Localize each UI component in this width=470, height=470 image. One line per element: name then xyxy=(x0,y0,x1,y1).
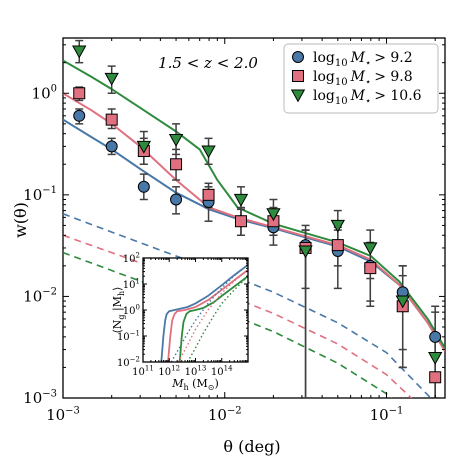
y-tick-label: 10−3 xyxy=(23,388,57,407)
inset-y-tick-label: 101 xyxy=(123,278,140,292)
data-point-series-2 xyxy=(330,219,345,233)
y-tick-label: 10−1 xyxy=(23,185,57,204)
redshift-annotation: 1.5 < z < 2.0 xyxy=(158,54,258,72)
legend-marker-0 xyxy=(292,51,304,63)
x-tick-label: 10−2 xyxy=(208,405,242,424)
main-tick-labels: 10−3 10−2 10−1 10−3 10−2 10−1 100 xyxy=(23,84,403,424)
legend-box xyxy=(283,43,439,114)
legend-label-1: log10 M⋆ > 9.8 xyxy=(313,69,413,88)
data-point-series-2 xyxy=(233,193,249,207)
inset-y-tick-label: 102 xyxy=(123,252,140,266)
data-point-series-0 xyxy=(429,330,442,343)
data-point-series-0 xyxy=(73,109,86,122)
two-halo-curve-5 xyxy=(63,251,393,398)
data-point-series-2 xyxy=(201,145,216,159)
inset-central-curve-2 xyxy=(178,275,248,362)
inset-central-curve-0 xyxy=(160,264,248,362)
inset-tick-labels: 1011 1012 1013 1014 10−2 10−1 100 101 102 xyxy=(117,252,233,379)
inset-y-tick-label: 10−2 xyxy=(117,356,140,370)
inset-central-curve-1 xyxy=(167,269,248,362)
inset-x-tick-label: 1011 xyxy=(132,365,154,379)
inset-axis-labels: Mh (M⊙) ⟨Ng |Mh⟩ xyxy=(111,287,219,392)
x-tick-label: 10−3 xyxy=(46,405,80,424)
inset-x-tick-label: 1014 xyxy=(211,365,233,379)
main-plot: 10−3 10−2 10−1 10−3 10−2 10−1 100 xyxy=(23,37,446,424)
data-point-series-2 xyxy=(363,242,378,256)
data-point-series-2 xyxy=(298,245,313,259)
data-point-series-0 xyxy=(170,193,183,206)
main-plot-frame xyxy=(62,37,446,399)
inset-satellite-curve-3 xyxy=(170,264,248,362)
data-point-series-2 xyxy=(72,45,87,59)
data-point-series-2 xyxy=(168,134,184,147)
data-point-series-1 xyxy=(105,113,118,126)
inset-y-tick-label: 100 xyxy=(123,304,140,318)
data-point-series-2 xyxy=(428,352,443,365)
data-point-series-2 xyxy=(104,72,119,86)
y-axis-label: w(θ) xyxy=(11,202,30,238)
main-axis-ticks xyxy=(62,38,445,399)
inset-axis-ticks xyxy=(142,258,248,363)
legend-label-2: log10 M⋆ > 10.6 xyxy=(313,88,422,107)
two-halo-curve-4 xyxy=(63,234,413,398)
inset-y-tick-label: 10−1 xyxy=(117,330,140,344)
model-curve-1 xyxy=(63,92,445,352)
inset-x-axis-label: Mh (M⊙) xyxy=(171,377,218,392)
inset-y-axis-label: ⟨Ng |Mh⟩ xyxy=(111,287,126,334)
inset-x-tick-label: 1013 xyxy=(185,365,207,379)
two-halo-curve-3 xyxy=(63,213,432,398)
data-point-series-1 xyxy=(73,87,86,100)
data-point-series-1 xyxy=(331,239,344,252)
legend-marker-1 xyxy=(292,70,304,82)
inset-curves xyxy=(160,264,248,362)
x-tick-label: 10−1 xyxy=(370,405,404,424)
inset-satellite-curve-5 xyxy=(186,275,248,362)
data-point-series-1 xyxy=(170,158,183,171)
data-point-series-1 xyxy=(429,371,442,384)
data-point-series-0 xyxy=(105,140,118,153)
legend-label-0: log10 M⋆ > 9.2 xyxy=(313,50,413,69)
x-axis-label: θ (deg) xyxy=(223,437,280,456)
data-point-series-1 xyxy=(202,188,215,201)
model-curves xyxy=(63,59,445,398)
data-points xyxy=(72,39,443,398)
data-point-series-2 xyxy=(395,295,410,309)
inset-x-tick-label: 1012 xyxy=(158,365,180,379)
data-point-series-1 xyxy=(234,215,247,228)
data-point-series-2 xyxy=(266,208,281,222)
y-tick-label: 100 xyxy=(32,84,57,103)
data-point-series-0 xyxy=(137,180,150,193)
data-point-series-2 xyxy=(136,140,151,154)
data-point-series-1 xyxy=(364,262,377,275)
legend-marker-2 xyxy=(290,89,306,103)
y-tick-label: 10−2 xyxy=(23,287,57,306)
inset-hod-plot: 1011 1012 1013 1014 10−2 10−1 100 101 102 Mh (M⊙… xyxy=(111,252,249,392)
